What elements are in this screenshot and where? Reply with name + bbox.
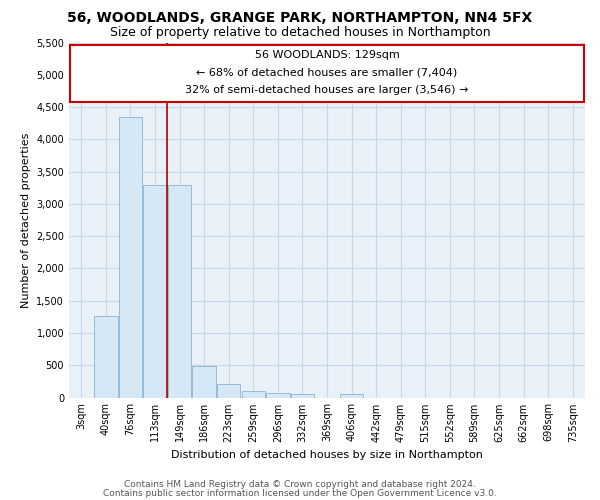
Bar: [340, 394, 363, 398]
Text: 56 WOODLANDS: 129sqm: 56 WOODLANDS: 129sqm: [254, 50, 400, 60]
Bar: [94, 316, 118, 398]
Text: 32% of semi-detached houses are larger (3,546) →: 32% of semi-detached houses are larger (…: [185, 85, 469, 95]
X-axis label: Distribution of detached houses by size in Northampton: Distribution of detached houses by size …: [171, 450, 483, 460]
Bar: [242, 391, 265, 398]
FancyBboxPatch shape: [70, 45, 584, 102]
Bar: [168, 185, 191, 398]
Bar: [193, 366, 216, 398]
Text: 56, WOODLANDS, GRANGE PARK, NORTHAMPTON, NN4 5FX: 56, WOODLANDS, GRANGE PARK, NORTHAMPTON,…: [67, 11, 533, 25]
Text: Contains HM Land Registry data © Crown copyright and database right 2024.: Contains HM Land Registry data © Crown c…: [124, 480, 476, 489]
Text: Contains public sector information licensed under the Open Government Licence v3: Contains public sector information licen…: [103, 489, 497, 498]
Bar: [291, 394, 314, 398]
Y-axis label: Number of detached properties: Number of detached properties: [21, 132, 31, 308]
Bar: [143, 185, 167, 398]
Bar: [266, 392, 290, 398]
Bar: [119, 118, 142, 398]
Bar: [217, 384, 241, 398]
Text: ← 68% of detached houses are smaller (7,404): ← 68% of detached houses are smaller (7,…: [196, 68, 458, 78]
Text: Size of property relative to detached houses in Northampton: Size of property relative to detached ho…: [110, 26, 490, 39]
